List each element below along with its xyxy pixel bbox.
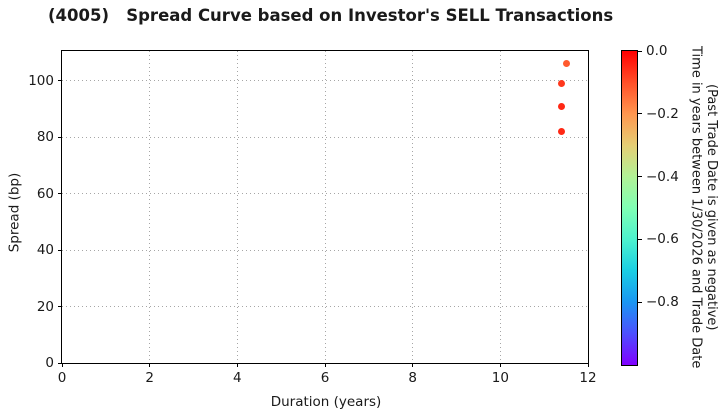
colorbar-tick-label: −0.8 xyxy=(646,294,679,311)
tick-mark xyxy=(58,249,62,251)
plot-area: 0 2 4 6 8 10 12 0 20 40 60 80 100 xyxy=(28,50,597,386)
gridline xyxy=(499,51,501,363)
colorbar-tick-label: 0.0 xyxy=(646,43,668,59)
x-tick-label: 12 xyxy=(579,370,597,386)
colorbar-tick-mark xyxy=(638,301,642,303)
x-tick-label: 8 xyxy=(408,370,417,386)
colorbar-tick-mark xyxy=(638,238,642,240)
x-tick-label: 2 xyxy=(145,370,154,386)
colorbar-label-line1: Time in years between 1/30/2026 and Trad… xyxy=(688,45,704,369)
x-tick-label: 10 xyxy=(491,370,509,386)
colorbar-tick-mark xyxy=(638,176,642,178)
x-tick-label: 6 xyxy=(320,370,330,386)
colorbar-tick-label: −0.6 xyxy=(646,231,679,248)
chart-title: (4005) Spread Curve based on Investor's … xyxy=(48,6,614,25)
colorbar-label: Time in years between 1/30/2026 and Trad… xyxy=(688,40,720,374)
data-point xyxy=(562,60,570,68)
tick-mark xyxy=(58,136,62,138)
gridline xyxy=(236,51,238,363)
y-tick-label: 100 xyxy=(28,72,54,89)
gridline xyxy=(412,51,414,363)
tick-mark xyxy=(412,363,414,367)
y-tick-label: 80 xyxy=(36,129,54,146)
gridline xyxy=(324,51,326,363)
data-point xyxy=(558,128,566,136)
y-axis-label: Spread (bp) xyxy=(6,172,23,253)
tick-mark xyxy=(58,193,62,195)
x-axis-label: Duration (years) xyxy=(270,394,382,410)
y-tick-label: 60 xyxy=(36,185,54,202)
tick-mark xyxy=(236,363,238,367)
colorbar xyxy=(621,50,638,366)
colorbar-label-line2: (Past Trade Date is given as negative) xyxy=(704,83,719,331)
data-point xyxy=(558,102,566,110)
gridline xyxy=(62,80,588,82)
tick-mark xyxy=(58,362,62,364)
colorbar-tick-mark xyxy=(638,113,642,115)
y-tick-label: 40 xyxy=(36,242,54,259)
y-tick-label: 20 xyxy=(36,298,54,315)
tick-mark xyxy=(587,363,589,367)
gridline xyxy=(62,306,588,308)
gridline xyxy=(149,51,151,363)
tick-mark xyxy=(149,363,151,367)
colorbar-tick-label: −0.4 xyxy=(646,168,679,185)
tick-mark xyxy=(499,363,501,367)
colorbar-tick-mark xyxy=(638,50,642,52)
colorbar-tick-label: −0.2 xyxy=(646,105,679,122)
gridline xyxy=(62,136,588,138)
colorbar-ticks: 0.0 −0.2 −0.4 −0.6 −0.8 xyxy=(638,43,680,365)
gridline xyxy=(62,249,588,251)
data-point xyxy=(558,80,566,88)
gridline xyxy=(62,193,588,195)
tick-mark xyxy=(324,363,326,367)
tick-mark xyxy=(58,80,62,82)
tick-mark xyxy=(61,363,63,367)
tick-mark xyxy=(58,306,62,308)
x-tick-label: 4 xyxy=(233,370,242,386)
x-tick-label: 0 xyxy=(57,370,67,386)
y-tick-label: 0 xyxy=(45,355,54,371)
